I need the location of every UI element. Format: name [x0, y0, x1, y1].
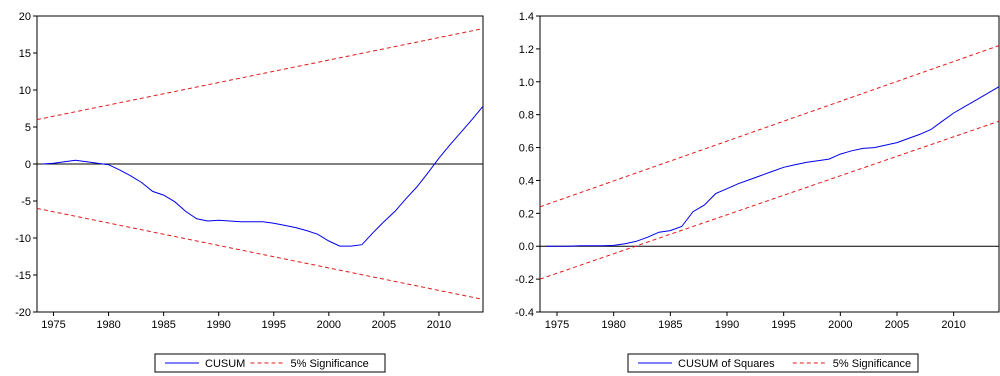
x-tick-label: 1990 — [715, 319, 739, 331]
significance-bound-line — [539, 120, 1000, 280]
y-tick-label: 15 — [19, 48, 31, 60]
legend-box — [154, 353, 386, 373]
legend: CUSUM of Squares 5% Significance — [627, 353, 919, 373]
significance-bound-line — [36, 207, 484, 300]
x-tick-label: 1985 — [658, 319, 682, 331]
y-tick-label: 1.4 — [519, 11, 534, 23]
y-tick-label: -10 — [15, 233, 31, 245]
y-tick-label: 0.8 — [519, 110, 534, 122]
legend-box — [627, 353, 919, 373]
y-tick-label: 20 — [19, 11, 31, 23]
y-tick-label: -15 — [15, 270, 31, 282]
x-tick-label: 1975 — [41, 319, 65, 331]
x-tick-label: 2000 — [317, 319, 341, 331]
legend-label: 5% Significance — [291, 358, 369, 370]
significance-bound-line — [36, 28, 484, 121]
series-line — [545, 86, 1000, 247]
x-tick-label: 1980 — [601, 319, 625, 331]
y-tick-label: 0.6 — [519, 143, 534, 155]
legend-label: 5% Significance — [833, 358, 911, 370]
y-tick-label: -20 — [15, 307, 31, 319]
y-tick-label: 0.2 — [519, 208, 534, 220]
x-tick-label: 1995 — [771, 319, 795, 331]
y-tick-label: 0.0 — [519, 241, 534, 253]
legend-label: CUSUM — [205, 358, 245, 370]
y-tick-label: 5 — [25, 122, 31, 134]
y-tick-label: -0.4 — [515, 307, 534, 319]
x-tick-label: 2005 — [885, 319, 909, 331]
x-tick-label: 1985 — [151, 319, 175, 331]
series-line — [42, 105, 484, 247]
legend-label: CUSUM of Squares — [678, 358, 775, 370]
plot-frame — [539, 15, 1000, 313]
y-tick-label: 1.2 — [519, 44, 534, 56]
y-tick-label: 10 — [19, 85, 31, 97]
legend: CUSUM 5% Significance — [154, 353, 386, 373]
y-tick-label: -5 — [21, 196, 31, 208]
x-tick-label: 1995 — [262, 319, 286, 331]
x-tick-label: 2010 — [427, 319, 451, 331]
x-tick-label: 2005 — [372, 319, 396, 331]
y-tick-label: 0 — [25, 159, 31, 171]
x-tick-label: 2000 — [828, 319, 852, 331]
cusum-of-squares-chart: -0.4 -0.2 0.0 0.2 0.4 0.6 0.8 1.0 1.2 1.4 1975 1980… — [515, 11, 1000, 373]
y-tick-label: -0.2 — [515, 274, 534, 286]
cusum-chart: -20 -15 -10 -5 0 5 10 15 20 1975 1980 1985 1990 1995 2… — [15, 11, 484, 373]
x-tick-label: 1980 — [96, 319, 120, 331]
y-tick-label: 1.0 — [519, 77, 534, 89]
x-tick-label: 1975 — [545, 319, 569, 331]
x-tick-label: 1990 — [206, 319, 230, 331]
y-tick-label: 0.4 — [519, 175, 534, 187]
significance-bound-line — [539, 45, 1000, 208]
x-tick-label: 2010 — [941, 319, 965, 331]
